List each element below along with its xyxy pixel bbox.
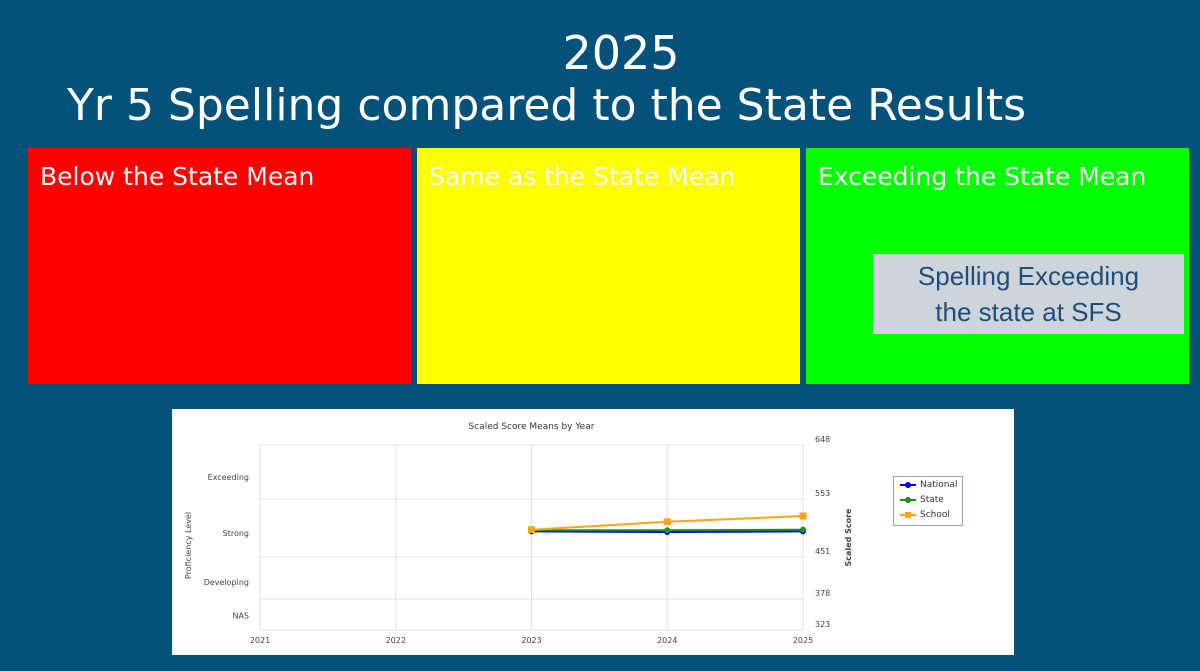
data-point-state (664, 527, 671, 534)
x-tick-label: 2023 (521, 636, 541, 645)
proficiency-label: Developing (204, 578, 249, 587)
callout-line-2: the state at SFS (935, 297, 1122, 327)
x-tick-label: 2025 (793, 636, 813, 645)
chart-legend: National State School (893, 476, 963, 526)
legend-swatch (900, 480, 916, 490)
y-tick-label: 323 (815, 620, 830, 629)
y-axis-title-left: Proficiency Level (184, 512, 193, 579)
data-point-state (800, 526, 806, 533)
data-point-school (663, 518, 671, 526)
proficiency-label: NAS (232, 612, 249, 621)
chart-svg: Scaled Score Means by Year 2021 2022 2023 20… (184, 422, 853, 645)
x-tick-label: 2022 (386, 636, 406, 645)
legend-label: School (920, 510, 950, 520)
legend-label: National (920, 480, 958, 490)
slide-year: 2025 (562, 26, 680, 80)
y-tick-label: 648 (815, 435, 830, 444)
panel-label-exceeding: Exceeding the State Mean (818, 162, 1147, 191)
y-tick-label: 451 (815, 547, 830, 556)
spelling-callout: Spelling Exceeding the state at SFS (873, 254, 1184, 334)
panel-same-as-state-mean: Same as the State Mean (417, 148, 800, 384)
callout-line-1: Spelling Exceeding (917, 261, 1140, 291)
panel-below-state-mean: Below the State Mean (28, 148, 411, 384)
panel-label-below: Below the State Mean (40, 162, 315, 191)
y-tick-label: 553 (815, 489, 830, 498)
x-tick-label: 2024 (657, 636, 677, 645)
panel-label-same: Same as the State Mean (429, 162, 736, 191)
legend-item-school: School (894, 508, 962, 522)
data-point-school (799, 512, 807, 520)
proficiency-label: Exceeding (208, 473, 249, 482)
legend-swatch (900, 510, 916, 520)
proficiency-label: Strong (223, 529, 249, 538)
chart-title: Scaled Score Means by Year (469, 422, 595, 432)
y-axis-title-right: Scaled Score (844, 508, 853, 567)
legend-swatch (900, 495, 916, 505)
legend-label: State (920, 495, 944, 505)
scaled-score-chart: Scaled Score Means by Year 2021 2022 2023 20… (172, 409, 1014, 655)
legend-item-state: State (894, 493, 962, 507)
y-tick-label: 378 (815, 589, 830, 598)
slide-title: Yr 5 Spelling compared to the State Resu… (67, 80, 1026, 131)
x-tick-label: 2021 (250, 636, 270, 645)
legend-item-national: National (894, 478, 962, 492)
data-point-school (528, 526, 535, 534)
